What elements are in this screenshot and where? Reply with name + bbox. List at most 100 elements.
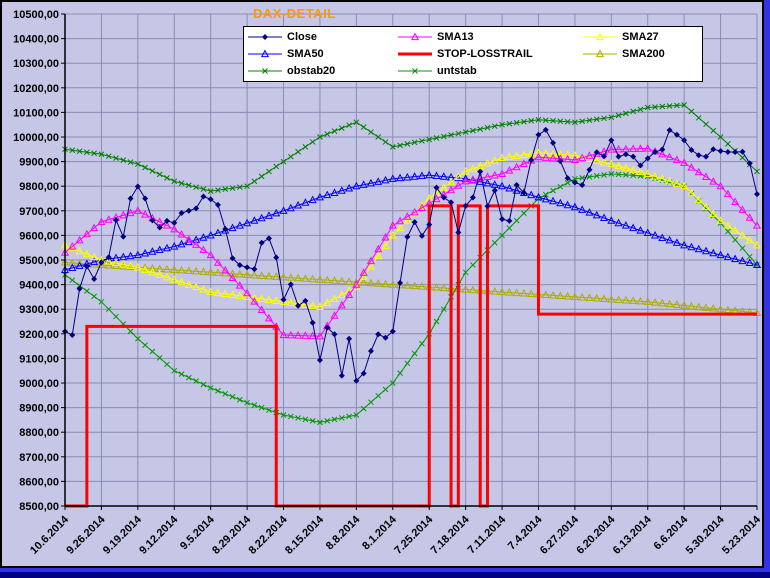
marker-triangle <box>337 276 346 285</box>
x-tick-label: 9.12.2014 <box>137 513 181 557</box>
marker-triangle <box>665 299 674 308</box>
marker-triangle <box>505 288 514 296</box>
y-tick-label: 9300,00 <box>19 304 59 316</box>
marker-triangle <box>680 181 689 190</box>
marker-triangle <box>672 179 681 187</box>
marker-triangle <box>534 152 543 161</box>
marker-triangle <box>294 200 303 209</box>
marker-diamond <box>382 334 389 341</box>
marker-triangle <box>738 205 747 213</box>
marker-x <box>375 392 382 399</box>
marker-x <box>644 104 651 111</box>
bottom-bar <box>0 572 770 578</box>
marker-triangle <box>170 275 179 283</box>
marker-triangle <box>359 268 368 276</box>
y-tick-label: 9000,00 <box>19 378 59 390</box>
marker-triangle <box>621 221 630 229</box>
marker-diamond <box>375 331 382 338</box>
marker-diamond <box>710 146 717 153</box>
marker-diamond <box>637 162 644 169</box>
marker-x <box>615 112 622 119</box>
marker-triangle <box>235 221 244 229</box>
marker-triangle <box>534 192 543 201</box>
marker-triangle <box>447 177 456 186</box>
marker-diamond <box>324 324 331 331</box>
marker-diamond <box>739 148 746 155</box>
legend-sample-close <box>248 34 282 41</box>
marker-triangle <box>490 170 499 179</box>
marker-triangle <box>483 172 492 180</box>
marker-triangle <box>301 198 310 206</box>
legend-label-stop-losstrail: STOP-LOSSTRAIL <box>437 47 533 60</box>
marker-triangle <box>315 275 324 283</box>
marker-triangle <box>170 242 179 250</box>
marker-diamond <box>411 219 418 226</box>
marker-triangle <box>541 290 550 299</box>
marker-triangle <box>199 285 208 293</box>
marker-diamond <box>302 297 309 304</box>
marker-x <box>193 184 199 191</box>
marker-triangle <box>82 229 91 238</box>
legend: Close SMA50 obstab20 SMA13 STOP-LOSSTRAIL unt… <box>243 26 703 82</box>
marker-diamond <box>280 296 287 303</box>
marker-triangle <box>162 272 172 281</box>
marker-triangle <box>75 235 84 244</box>
legend-sample-sma13 <box>398 32 432 41</box>
marker-triangle <box>199 267 208 275</box>
marker-triangle <box>687 242 696 251</box>
marker-triangle <box>228 223 237 232</box>
legend-item-obstab20: obstab20 <box>248 65 398 77</box>
marker-triangle <box>381 232 390 241</box>
marker-triangle <box>264 295 273 303</box>
marker-triangle <box>694 244 703 253</box>
marker-triangle <box>345 277 354 285</box>
marker-x <box>419 138 425 144</box>
marker-triangle <box>709 248 718 257</box>
marker-x <box>433 318 440 325</box>
marker-x <box>207 385 214 391</box>
marker-triangle <box>294 273 303 282</box>
marker-triangle <box>279 206 288 214</box>
marker-triangle <box>417 201 426 209</box>
marker-diamond <box>265 235 272 242</box>
marker-x <box>164 174 170 181</box>
y-tick-label: 9800,00 <box>19 181 59 193</box>
marker-diamond <box>673 131 680 138</box>
marker-triangle <box>366 278 375 287</box>
marker-x <box>375 134 382 140</box>
legend-label-sma13: SMA13 <box>437 31 474 44</box>
x-axis-labels: 10.6.20149.26.20149.19.20149.12.20149.5.… <box>28 506 762 557</box>
marker-triangle <box>221 265 230 274</box>
marker-triangle <box>279 272 288 281</box>
marker-x <box>105 153 112 160</box>
marker-triangle <box>257 213 266 222</box>
marker-x <box>338 125 345 131</box>
legend-label-untstab: untstab <box>437 64 477 77</box>
y-tick-label: 9500,00 <box>19 255 59 267</box>
marker-x <box>623 110 629 117</box>
legend-sample-sma200 <box>583 49 617 58</box>
legend-item-close: Close <box>248 31 398 43</box>
marker-triangle <box>614 144 623 153</box>
marker-diamond <box>513 181 520 188</box>
marker-triangle <box>366 178 375 187</box>
marker-x <box>579 174 586 181</box>
marker-x <box>739 154 746 161</box>
marker-x <box>360 405 367 412</box>
marker-triangle <box>155 245 164 254</box>
marker-triangle <box>694 302 703 311</box>
marker-triangle <box>425 194 434 202</box>
marker-diamond <box>193 205 200 212</box>
marker-triangle <box>337 290 346 299</box>
marker-x <box>535 116 542 123</box>
marker-x <box>98 298 105 305</box>
marker-triangle <box>141 263 150 271</box>
marker-x <box>178 180 185 187</box>
marker-triangle <box>308 301 317 309</box>
marker-diamond <box>273 254 280 261</box>
marker-x <box>593 173 600 179</box>
marker-triangle <box>192 240 201 248</box>
marker-triangle <box>279 330 288 339</box>
marker-triangle <box>585 151 594 159</box>
marker-triangle <box>607 145 616 153</box>
